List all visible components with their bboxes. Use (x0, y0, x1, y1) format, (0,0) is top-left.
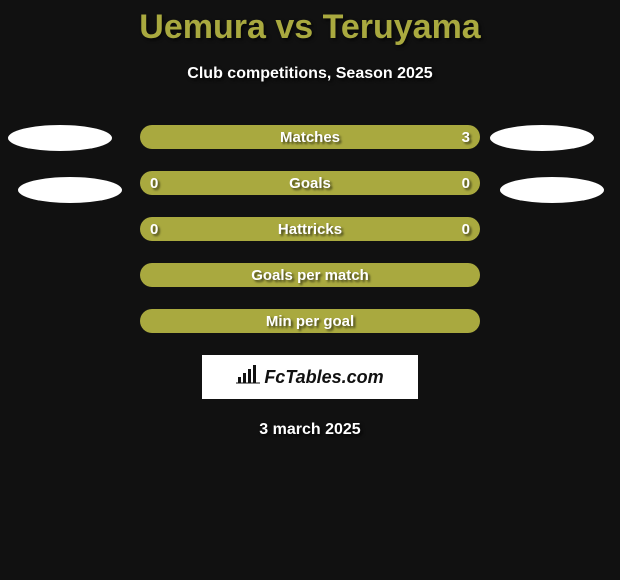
stat-right-value: 3 (462, 125, 470, 149)
brand-text: FcTables.com (264, 367, 383, 388)
left-ellipse-top (8, 125, 112, 151)
brand-box: FcTables.com (202, 355, 418, 399)
right-ellipse-top (490, 125, 594, 151)
stat-row-goals-per-match: Goals per match (140, 263, 480, 287)
stat-label: Min per goal (266, 313, 354, 330)
page-title: Uemura vs Teruyama (0, 0, 620, 47)
stat-row-goals: 0 Goals 0 (140, 171, 480, 195)
stat-right-value: 0 (462, 217, 470, 241)
subtitle: Club competitions, Season 2025 (0, 65, 620, 83)
right-ellipse-mid (500, 177, 604, 203)
chart-icon (236, 365, 260, 390)
stat-left-value: 0 (150, 217, 158, 241)
stat-left-value: 0 (150, 171, 158, 195)
stat-label: Goals (289, 175, 331, 192)
stats-area: Matches 3 0 Goals 0 0 Hattricks 0 Goals … (0, 125, 620, 439)
stat-row-matches: Matches 3 (140, 125, 480, 149)
stat-row-min-per-goal: Min per goal (140, 309, 480, 333)
stat-row-hattricks: 0 Hattricks 0 (140, 217, 480, 241)
left-ellipse-mid (18, 177, 122, 203)
stat-label: Matches (280, 129, 340, 146)
stat-right-value: 0 (462, 171, 470, 195)
stat-label: Goals per match (251, 267, 369, 284)
date-text: 3 march 2025 (0, 421, 620, 439)
stat-label: Hattricks (278, 221, 342, 238)
